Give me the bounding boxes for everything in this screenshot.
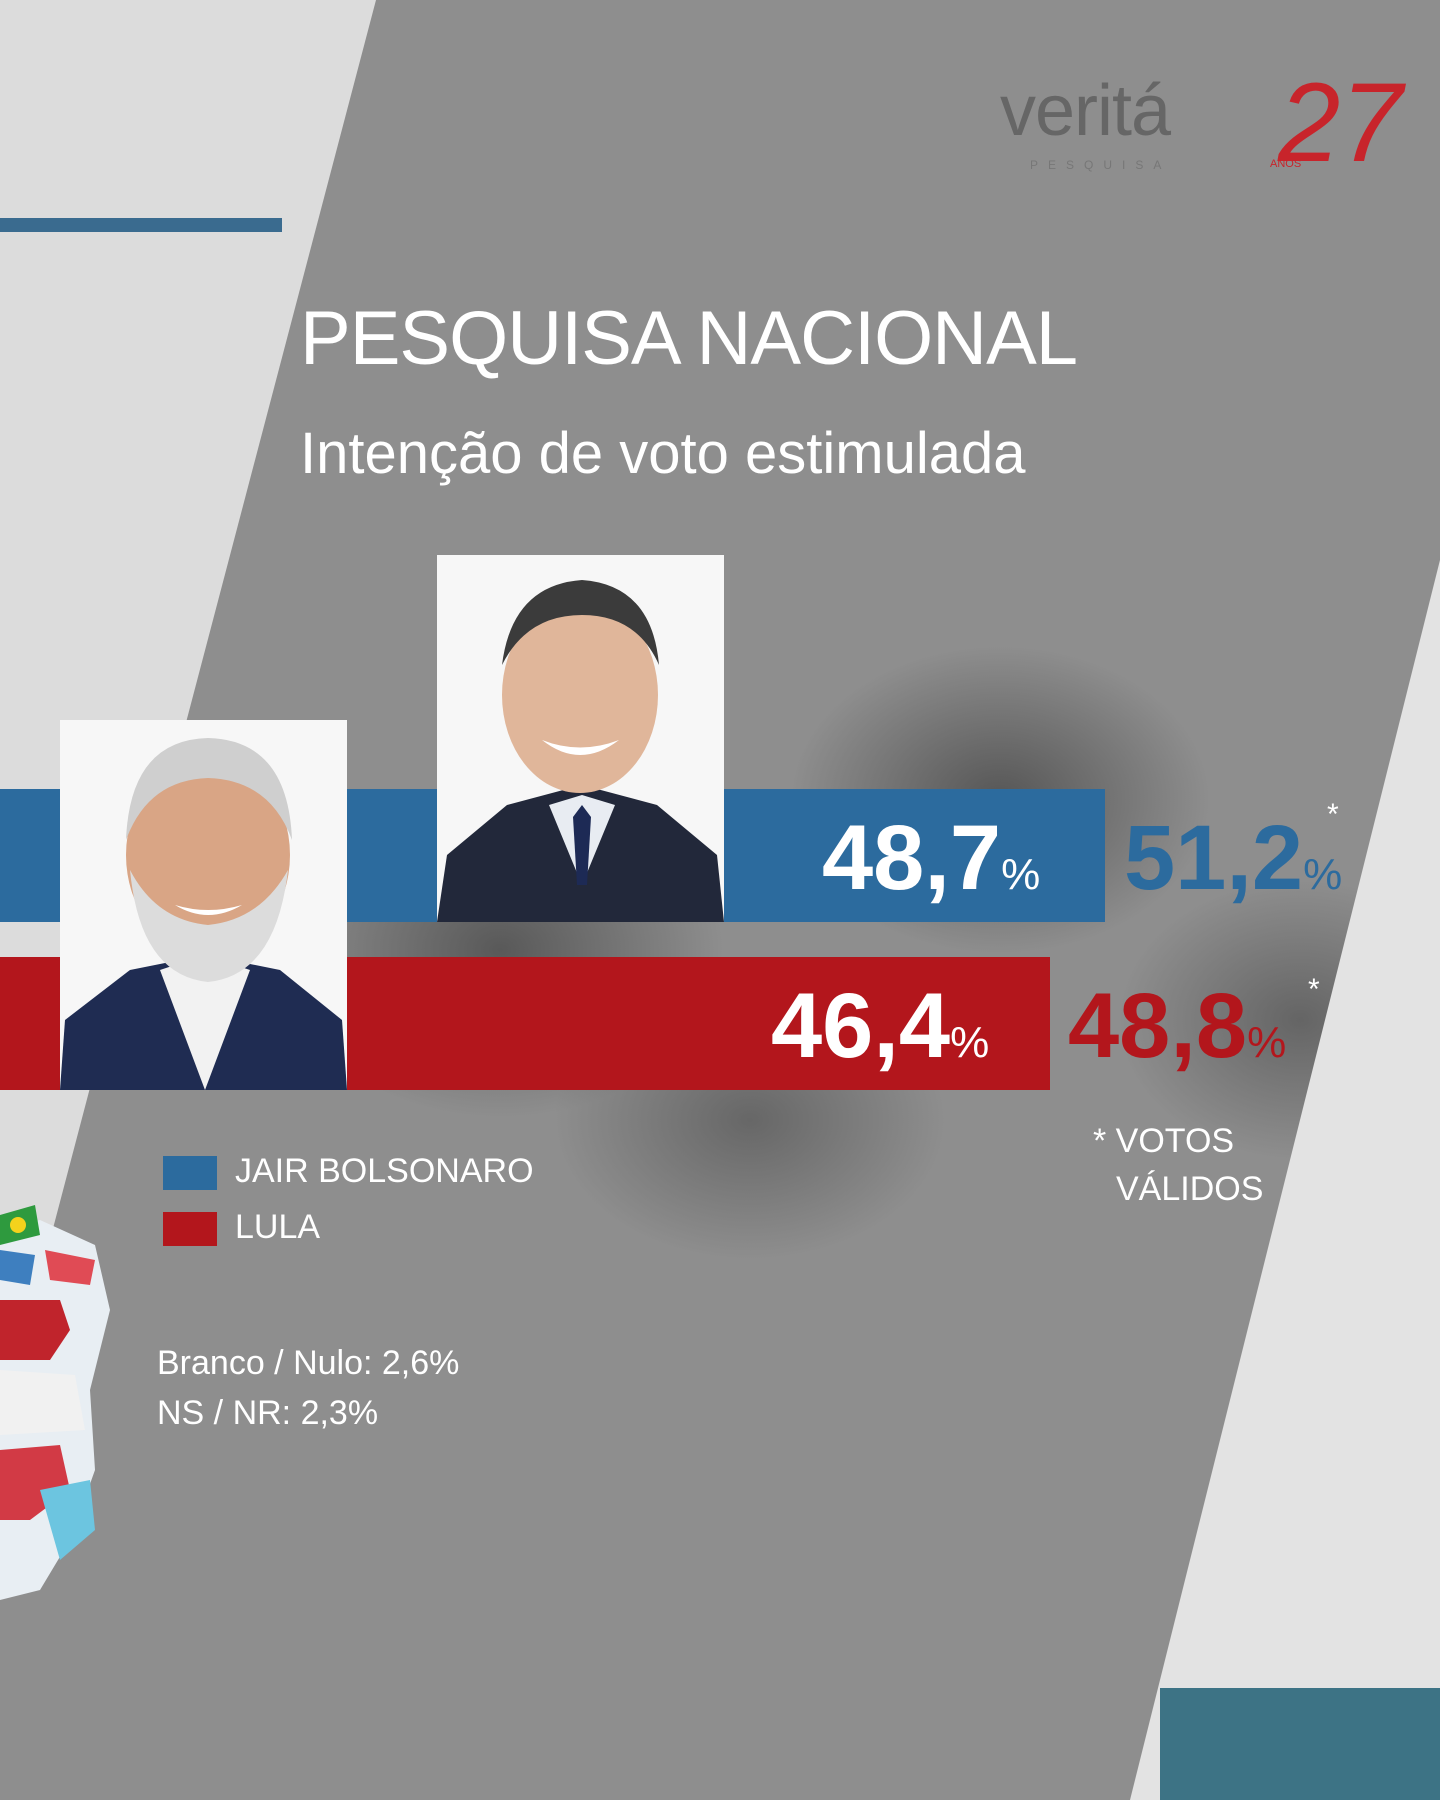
logo-anos: ANOS (1270, 158, 1302, 170)
decorative-stripe-top (0, 218, 282, 232)
person-portrait-icon (60, 720, 347, 1090)
bolsonaro-percent-sign: % (1001, 850, 1041, 899)
bolsonaro-valid-value: 51,2 (1124, 807, 1304, 909)
legend-swatch-bolsonaro (163, 1156, 217, 1190)
chart-subtitle: Intenção de voto estimulada (300, 421, 1026, 486)
bolsonaro-photo (437, 555, 724, 922)
branco-nulo-note: Branco / Nulo: 2,6% (157, 1344, 460, 1382)
person-portrait-icon (437, 555, 724, 922)
lula-valid-percent: 48,8% (1068, 980, 1286, 1072)
decorative-stripe-bottom (1160, 1688, 1440, 1800)
bolsonaro-valid-percent: 51,2% (1124, 812, 1342, 904)
logo-sub-text: PESQUISA (1030, 158, 1172, 172)
lula-photo (60, 720, 347, 1090)
votos-validos-note-line1: * VOTOS (1093, 1122, 1235, 1160)
verita-logo: veritá 27 PESQUISA ANOS (1000, 60, 1410, 185)
ns-nr-note: NS / NR: 2,3% (157, 1394, 379, 1432)
legend-swatch-lula (163, 1212, 217, 1246)
legend-label-lula: LULA (235, 1208, 321, 1246)
bolsonaro-value: 48,7 (822, 807, 1002, 909)
brazil-map-icon (0, 1205, 110, 1600)
lula-valid-value: 48,8 (1068, 975, 1248, 1077)
bolsonaro-valid-percent-sign: % (1303, 850, 1343, 899)
logo-brand-text: veritá (1000, 71, 1171, 151)
lula-percent-sign: % (950, 1018, 990, 1067)
lula-value: 46,4 (771, 975, 951, 1077)
votos-validos-note-line2: VÁLIDOS (1116, 1170, 1264, 1208)
lula-asterisk: * (1308, 973, 1320, 1006)
legend-label-bolsonaro: JAIR BOLSONARO (235, 1152, 534, 1190)
chart-title: PESQUISA NACIONAL (300, 296, 1078, 381)
logo-years: 27 (1278, 60, 1403, 185)
bolsonaro-asterisk: * (1327, 798, 1339, 831)
flag-icon (10, 1217, 26, 1233)
lula-valid-percent-sign: % (1247, 1018, 1287, 1067)
lula-percent: 46,4% (771, 980, 989, 1072)
bolsonaro-percent: 48,7% (822, 812, 1040, 904)
